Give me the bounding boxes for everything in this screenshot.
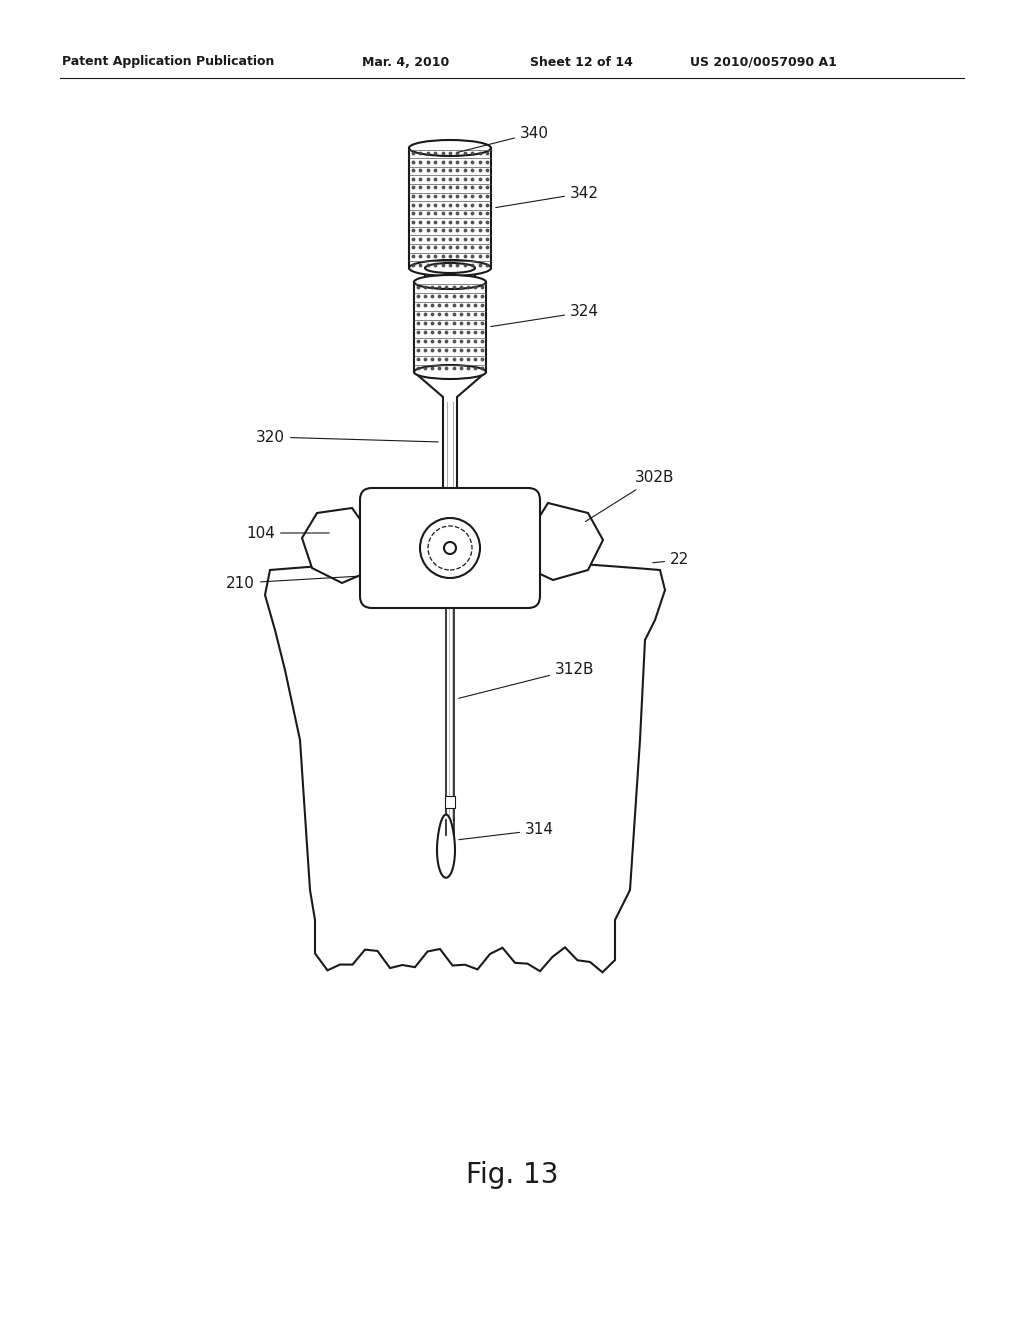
Text: Sheet 12 of 14: Sheet 12 of 14: [530, 55, 633, 69]
Circle shape: [420, 517, 480, 578]
Ellipse shape: [414, 275, 486, 289]
Text: Patent Application Publication: Patent Application Publication: [62, 55, 274, 69]
Polygon shape: [523, 503, 603, 579]
Ellipse shape: [425, 279, 475, 289]
Polygon shape: [414, 372, 486, 533]
FancyBboxPatch shape: [360, 488, 540, 609]
Ellipse shape: [409, 140, 490, 156]
Ellipse shape: [409, 260, 490, 276]
Text: 342: 342: [496, 186, 599, 207]
Ellipse shape: [425, 263, 475, 273]
Polygon shape: [302, 508, 377, 583]
Text: 340: 340: [458, 125, 549, 152]
Text: Fig. 13: Fig. 13: [466, 1162, 558, 1189]
Text: 302B: 302B: [586, 470, 675, 521]
Bar: [409, 148, 490, 268]
Text: 324: 324: [490, 305, 599, 326]
Bar: [445, 796, 455, 808]
Text: Mar. 4, 2010: Mar. 4, 2010: [362, 55, 450, 69]
Ellipse shape: [414, 366, 486, 379]
Circle shape: [444, 543, 456, 554]
Text: 314: 314: [459, 822, 554, 840]
Polygon shape: [437, 814, 455, 878]
Text: 22: 22: [652, 553, 689, 568]
Text: 320: 320: [256, 429, 438, 445]
Text: 312B: 312B: [459, 661, 595, 698]
Bar: [414, 282, 486, 372]
Text: US 2010/0057090 A1: US 2010/0057090 A1: [690, 55, 837, 69]
Text: 210: 210: [226, 576, 359, 590]
Bar: [425, 268, 475, 284]
Text: 104: 104: [246, 525, 330, 540]
Polygon shape: [265, 560, 665, 973]
